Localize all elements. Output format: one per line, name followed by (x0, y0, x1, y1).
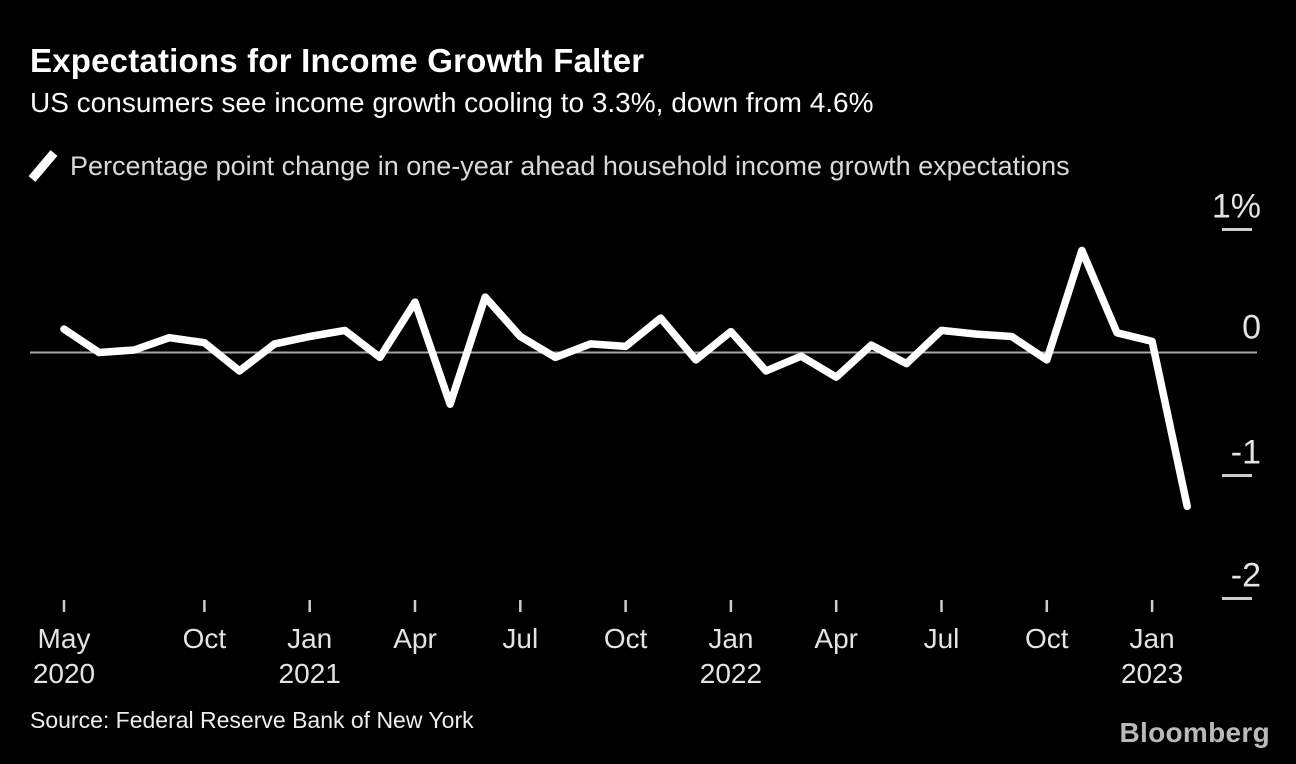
chart-title: Expectations for Income Growth Falter (30, 42, 645, 79)
legend-label: Percentage point change in one-year ahea… (70, 150, 1070, 181)
x-axis-month-label: May (38, 623, 91, 654)
y-axis-label: 1% (1212, 188, 1261, 226)
x-axis-year-label: 2023 (1121, 658, 1183, 689)
x-axis-month-label: Jan (1130, 623, 1175, 654)
legend: Percentage point change in one-year ahea… (28, 148, 1070, 184)
x-axis-month-label: Apr (814, 623, 858, 654)
line-series-slash-icon (28, 148, 58, 184)
x-axis-month-label: Oct (604, 623, 648, 654)
source-credit: Source: Federal Reserve Bank of New York (30, 707, 474, 733)
x-axis-year-label: 2022 (700, 658, 762, 689)
bloomberg-logo: Bloomberg (1119, 717, 1270, 748)
y-axis-label: 0 (1242, 309, 1261, 347)
x-axis-year-label: 2021 (279, 658, 341, 689)
chart-subtitle: US consumers see income growth cooling t… (30, 87, 874, 118)
y-axis-label: -1 (1231, 434, 1261, 472)
data-line-series (60, 246, 1191, 511)
x-axis-month-label: Oct (183, 623, 227, 654)
x-axis-month-label: Jul (502, 623, 538, 654)
x-axis-month-label: Apr (393, 623, 437, 654)
x-axis-month-label: Jan (287, 623, 332, 654)
x-axis-month-label: Jan (708, 623, 753, 654)
y-axis-label: -2 (1231, 557, 1261, 595)
x-axis-year-label: 2020 (33, 658, 95, 689)
x-axis-month-label: Jul (924, 623, 960, 654)
x-axis-month-label: Oct (1025, 623, 1069, 654)
